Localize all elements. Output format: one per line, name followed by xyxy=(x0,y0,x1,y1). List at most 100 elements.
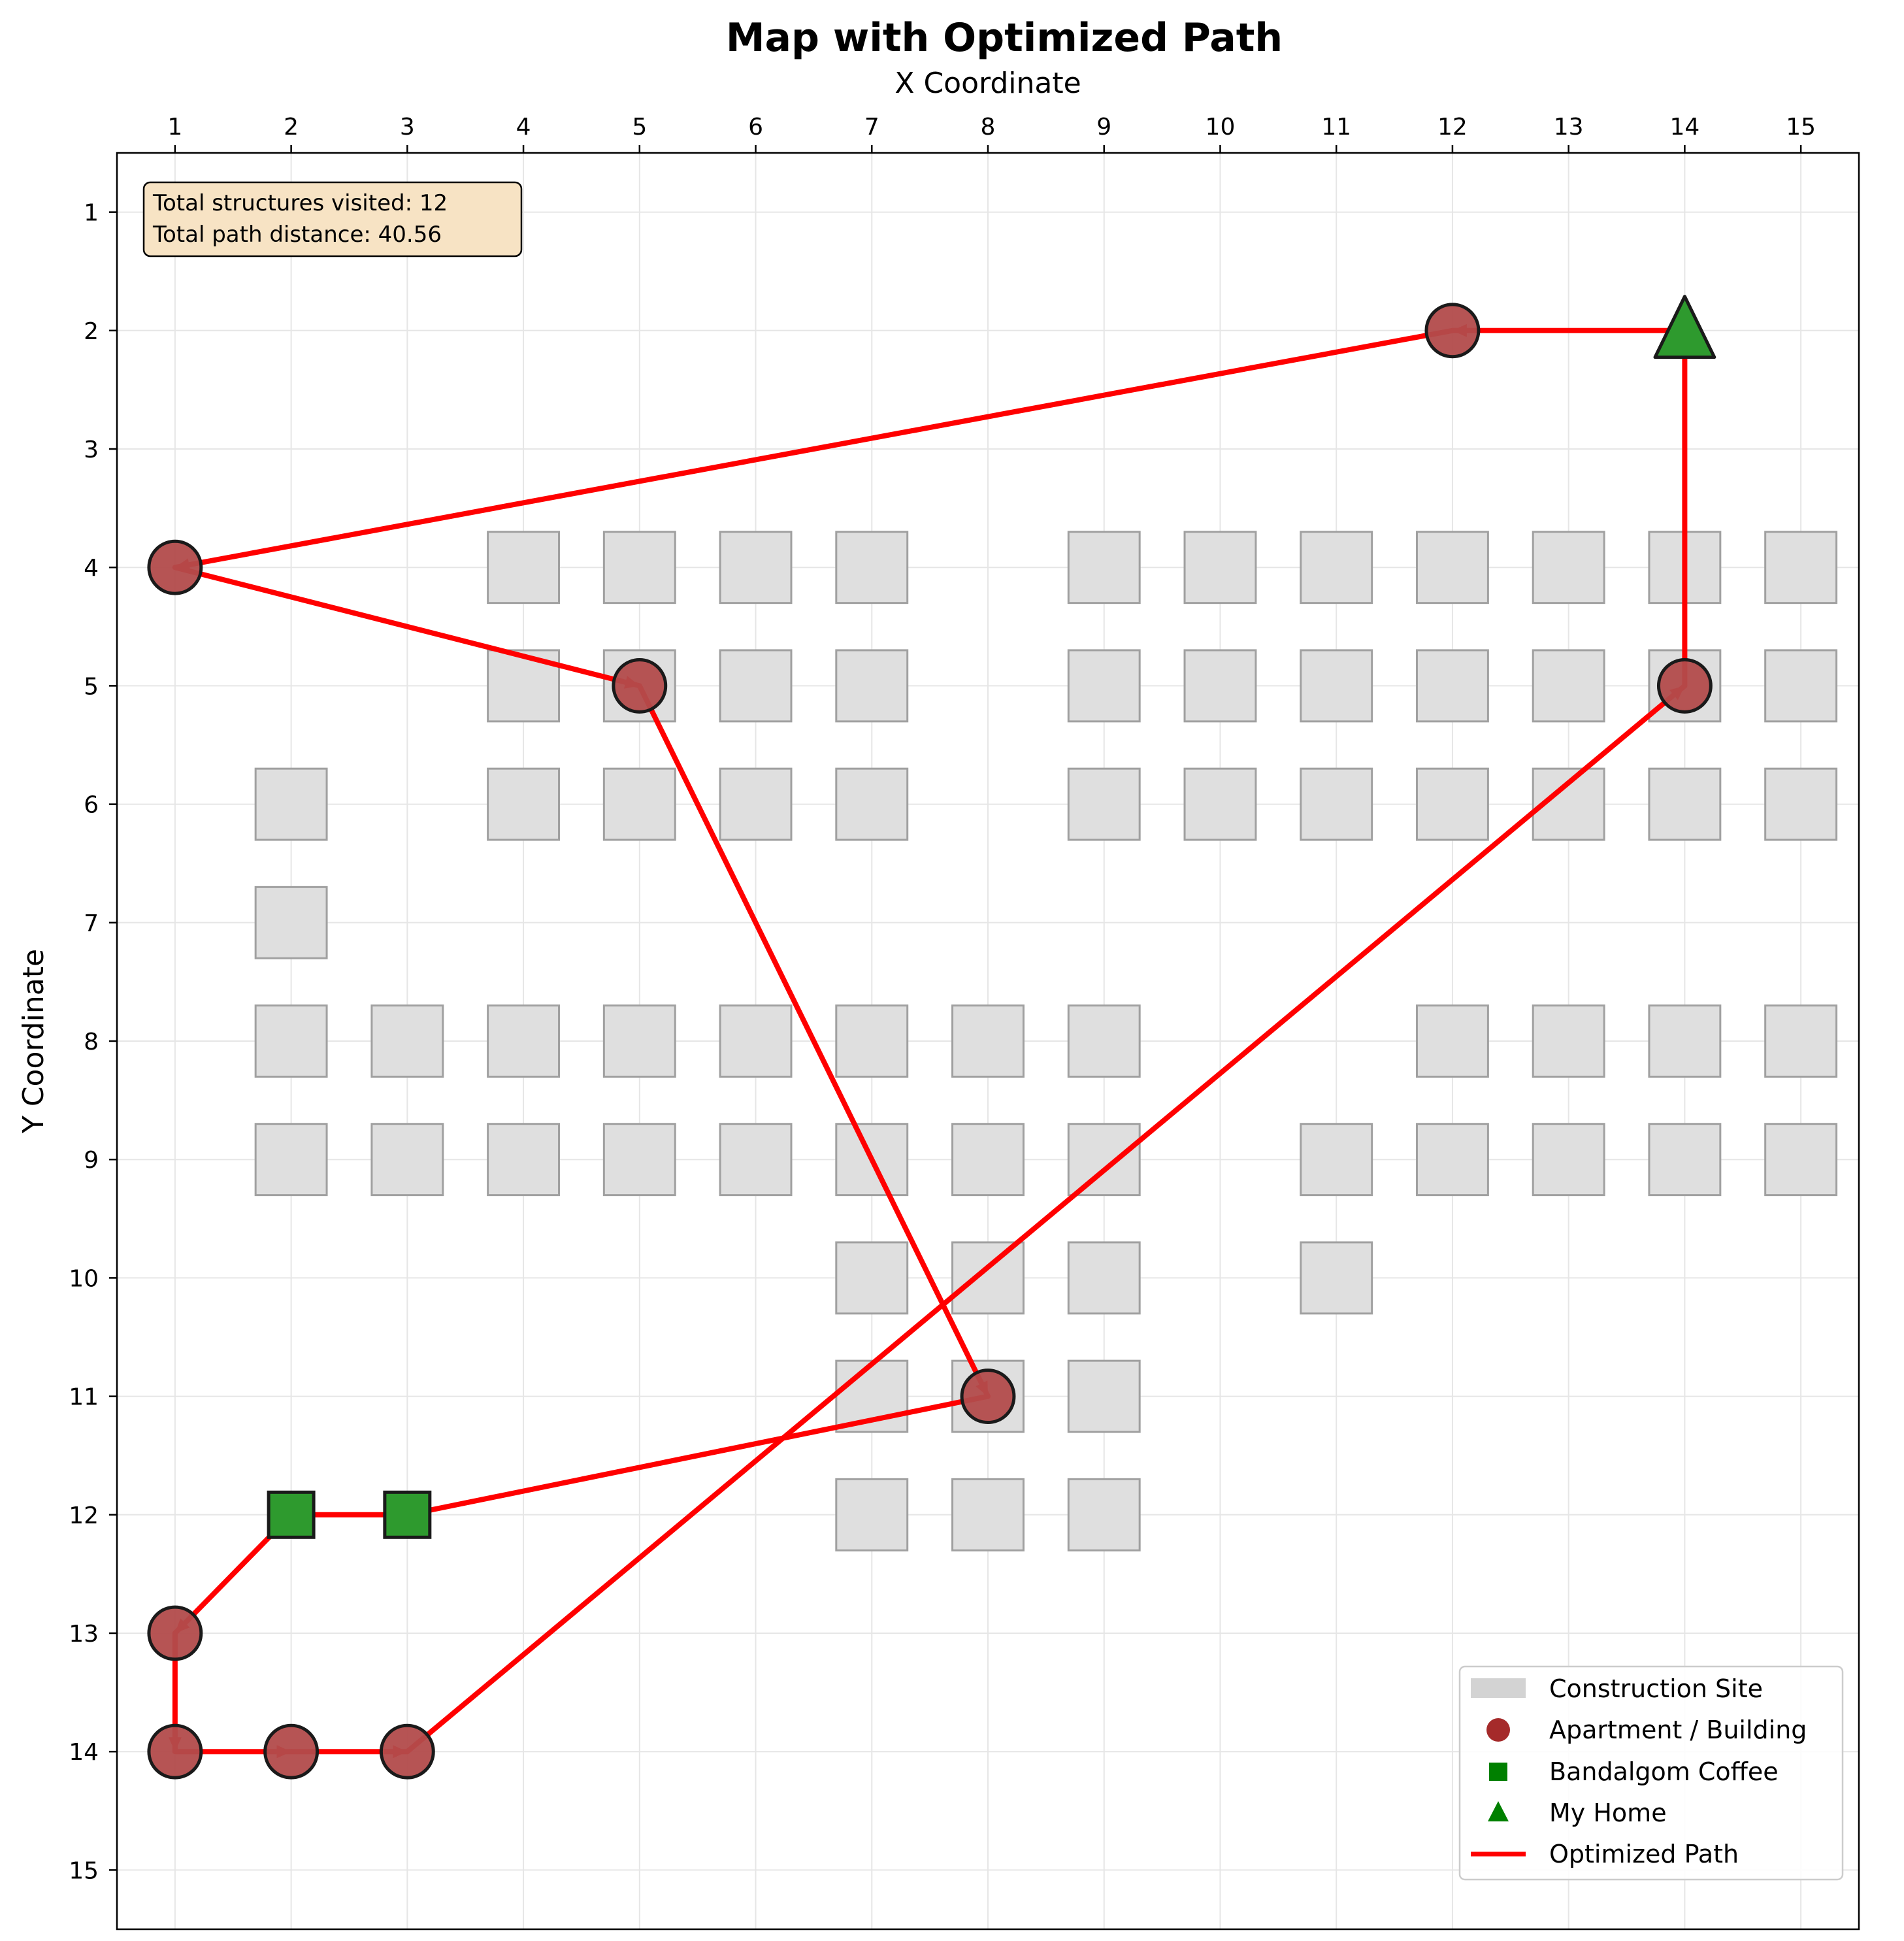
construction-site xyxy=(1764,531,1838,605)
apartment-marker xyxy=(612,657,668,714)
y-tick-label: 10 xyxy=(69,1265,99,1292)
info-box-background xyxy=(142,181,523,257)
construction-site xyxy=(254,886,328,959)
construction-site xyxy=(1067,649,1141,723)
y-axis-label: Y Coordinate xyxy=(17,949,50,1134)
construction-site xyxy=(1415,649,1489,723)
y-tick-label: 5 xyxy=(84,673,99,700)
y-tick-label: 3 xyxy=(84,437,99,463)
legend-home-marker xyxy=(1488,1801,1509,1821)
path-segment xyxy=(172,327,1455,571)
construction-site xyxy=(1415,1123,1489,1197)
y-tick-label: 9 xyxy=(84,1147,99,1174)
location-markers xyxy=(147,295,1716,1780)
x-axis-label: X Coordinate xyxy=(895,67,1081,100)
y-tick-label: 13 xyxy=(69,1621,99,1648)
construction-site xyxy=(487,767,561,841)
construction-site xyxy=(1300,649,1373,723)
x-axis-ticks: 1 2 3 4 5 6 7 8 9 10 11 12 13 14 15 xyxy=(167,114,1816,153)
x-tick-label: 15 xyxy=(1786,114,1816,141)
construction-site xyxy=(1764,767,1838,841)
construction-site xyxy=(1067,1478,1141,1551)
construction-site xyxy=(1067,1123,1141,1197)
apartment-marker xyxy=(960,1369,1016,1425)
construction-site xyxy=(951,1004,1025,1078)
construction-site xyxy=(1415,1004,1489,1078)
legend-label-path: Optimized Path xyxy=(1549,1840,1739,1868)
path-segment xyxy=(404,1393,991,1518)
construction-site xyxy=(719,531,793,605)
construction-site xyxy=(1648,1123,1722,1197)
home-marker xyxy=(1653,295,1716,359)
construction-site xyxy=(1067,531,1141,605)
legend-label-construction: Construction Site xyxy=(1549,1674,1763,1703)
construction-site xyxy=(1648,767,1722,841)
y-tick-label: 2 xyxy=(84,318,99,345)
construction-site xyxy=(835,767,909,841)
apartment-marker xyxy=(1656,657,1713,714)
construction-site xyxy=(951,1123,1025,1197)
legend-apartment-marker xyxy=(1486,1718,1510,1742)
construction-site xyxy=(602,767,676,841)
construction-site xyxy=(719,649,793,723)
path-segment xyxy=(172,565,642,689)
info-box: Total structures visited: 12 Total path … xyxy=(142,181,523,257)
construction-site xyxy=(951,1478,1025,1551)
apartment-marker xyxy=(147,1723,203,1780)
construction-site xyxy=(602,1123,676,1197)
legend-label-apartment: Apartment / Building xyxy=(1549,1716,1807,1744)
coffee-marker xyxy=(267,1490,316,1539)
construction-site xyxy=(835,1241,909,1315)
y-tick-label: 11 xyxy=(69,1384,99,1411)
legend-construction-swatch xyxy=(1471,1678,1526,1698)
path-segment xyxy=(404,683,1688,1755)
construction-site xyxy=(1300,531,1373,605)
construction-site xyxy=(254,1004,328,1078)
construction-site xyxy=(835,1478,909,1551)
construction-site xyxy=(487,1004,561,1078)
construction-site xyxy=(1764,649,1838,723)
construction-site xyxy=(719,1123,793,1197)
construction-site xyxy=(1183,649,1257,723)
construction-site xyxy=(602,1004,676,1078)
info-box-structures: Total structures visited: 12 xyxy=(152,190,448,216)
x-tick-label: 2 xyxy=(284,114,299,141)
x-tick-label: 8 xyxy=(981,114,996,141)
construction-site xyxy=(951,1241,1025,1315)
legend-label-home: My Home xyxy=(1549,1799,1667,1827)
y-tick-label: 15 xyxy=(69,1857,99,1884)
construction-site xyxy=(835,649,909,723)
construction-site xyxy=(1764,1004,1838,1078)
info-box-distance: Total path distance: 40.56 xyxy=(152,222,442,248)
construction-site xyxy=(1764,1123,1838,1197)
construction-site xyxy=(1183,531,1257,605)
construction-site xyxy=(835,1004,909,1078)
path-segment xyxy=(636,683,991,1399)
y-tick-label: 8 xyxy=(84,1029,99,1055)
y-tick-label: 4 xyxy=(84,555,99,582)
construction-site xyxy=(1067,1359,1141,1433)
legend-frame xyxy=(1458,1665,1844,1881)
apartment-marker xyxy=(1424,303,1481,359)
x-tick-label: 12 xyxy=(1437,114,1468,141)
construction-site xyxy=(835,531,909,605)
x-tick-label: 1 xyxy=(167,114,182,141)
apartment-marker xyxy=(263,1723,320,1780)
construction-site xyxy=(1648,1004,1722,1078)
apartment-marker xyxy=(147,1605,203,1661)
plot-frame xyxy=(116,152,1860,1931)
legend: Construction Site Apartment / Building B… xyxy=(1458,1665,1844,1881)
construction-site xyxy=(487,1123,561,1197)
x-tick-label: 10 xyxy=(1206,114,1236,141)
x-tick-label: 13 xyxy=(1554,114,1584,141)
construction-site xyxy=(1067,767,1141,841)
apartment-marker xyxy=(147,539,203,595)
y-tick-label: 14 xyxy=(69,1739,99,1766)
construction-site xyxy=(1067,1004,1141,1078)
x-tick-label: 9 xyxy=(1096,114,1111,141)
x-tick-label: 14 xyxy=(1669,114,1699,141)
legend-coffee-marker xyxy=(1489,1763,1507,1781)
y-tick-label: 1 xyxy=(84,200,99,227)
chart-title: Map with Optimized Path xyxy=(726,15,1283,61)
